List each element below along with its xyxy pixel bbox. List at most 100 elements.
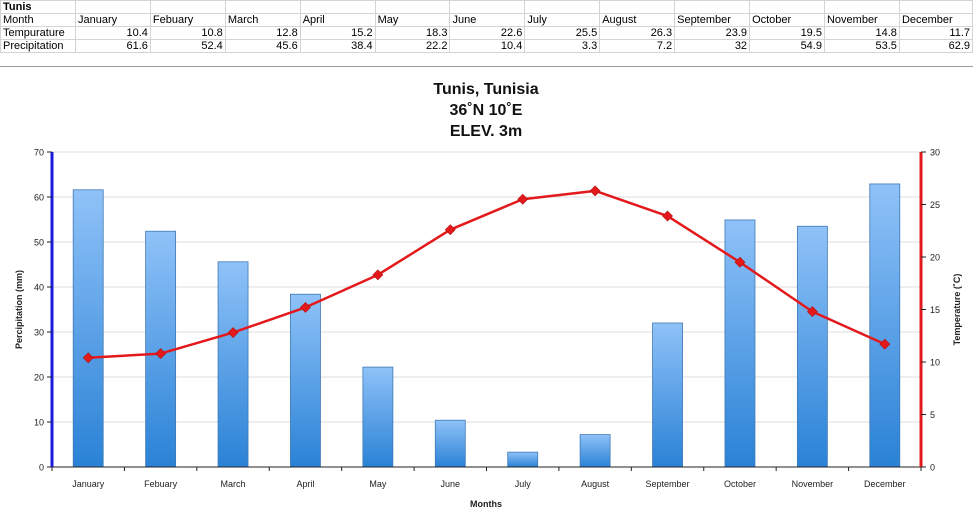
empty-cell[interactable] xyxy=(374,0,451,14)
temperature-cell[interactable]: 10.4 xyxy=(74,26,151,40)
precipitation-cell[interactable]: 45.6 xyxy=(224,39,301,53)
temperature-polyline xyxy=(88,189,886,360)
right-tick-label: 5 xyxy=(930,410,935,420)
temperature-marker xyxy=(444,224,456,236)
chart-object[interactable]: 0 10 20 30 40 50 60 70 0 5 10 15 20 25 30 January Febuar… xyxy=(0,66,973,520)
precipitation-cell[interactable]: 32 xyxy=(674,39,751,53)
temperature-cell[interactable]: 10.8 xyxy=(149,26,226,40)
precipitation-cell[interactable]: 7.2 xyxy=(599,39,676,53)
precipitation-bar xyxy=(434,419,466,468)
climate-chart: 0 10 20 30 40 50 60 70 0 5 10 15 20 25 30 January Febuar… xyxy=(14,81,962,509)
month-cell[interactable]: January xyxy=(74,13,151,27)
empty-cell[interactable] xyxy=(524,0,601,14)
month-cell[interactable]: April xyxy=(299,13,376,27)
right-axis-title: Temperature (˚C) xyxy=(952,274,962,346)
temperature-cell[interactable]: 11.7 xyxy=(898,26,973,40)
sheet-title[interactable]: Tunis xyxy=(0,0,76,14)
precipitation-bar xyxy=(579,434,611,468)
precipitation-bar xyxy=(362,366,394,468)
left-tick-label: 20 xyxy=(34,373,44,383)
temperature-marker xyxy=(372,269,384,281)
gridlines xyxy=(52,151,921,423)
month-cell[interactable]: Febuary xyxy=(149,13,226,27)
precipitation-cell[interactable]: 54.9 xyxy=(749,39,825,53)
month-cell[interactable]: November xyxy=(823,13,900,27)
temperature-cell[interactable]: 19.5 xyxy=(749,26,825,40)
x-tick-label: October xyxy=(724,479,756,489)
temperature-cell[interactable]: 18.3 xyxy=(374,26,451,40)
temperature-marker xyxy=(155,348,167,360)
empty-cell[interactable] xyxy=(898,0,973,14)
precipitation-cell[interactable]: 52.4 xyxy=(149,39,226,53)
x-tick-label: July xyxy=(515,479,532,489)
precipitation-row-label[interactable]: Precipitation xyxy=(0,39,76,53)
x-tick-label: November xyxy=(792,479,834,489)
temperature-marker xyxy=(82,352,94,364)
temperature-marker xyxy=(300,301,311,313)
empty-cell[interactable] xyxy=(749,0,825,14)
month-cell[interactable]: March xyxy=(224,13,301,27)
month-cell[interactable]: June xyxy=(449,13,526,27)
precipitation-cell[interactable]: 10.4 xyxy=(449,39,526,53)
x-axis-title: Months xyxy=(470,499,502,509)
temperature-cell[interactable]: 14.8 xyxy=(823,26,900,40)
temperature-marker xyxy=(227,327,239,339)
precipitation-bar xyxy=(217,261,249,468)
right-tick-label: 20 xyxy=(930,253,940,263)
month-cell[interactable]: October xyxy=(749,13,825,27)
temperature-cell[interactable]: 26.3 xyxy=(599,26,676,40)
temperature-marker xyxy=(879,338,891,350)
chart-labels: 0 10 20 30 40 50 60 70 0 5 10 15 20 25 30 January Febuar… xyxy=(14,81,962,509)
x-tick-label: September xyxy=(646,479,690,489)
empty-cell[interactable] xyxy=(674,0,751,14)
x-tick-label: March xyxy=(221,479,246,489)
chart-title-line: ELEV. 3m xyxy=(450,123,522,140)
month-cell[interactable]: August xyxy=(599,13,676,27)
temperature-marker xyxy=(806,306,818,318)
data-table: Tunis Month January Febuary March April … xyxy=(0,0,973,53)
temperature-cell[interactable]: 23.9 xyxy=(674,26,751,40)
empty-cell[interactable] xyxy=(449,0,526,14)
right-tick-label: 25 xyxy=(930,200,940,210)
left-tick-label: 30 xyxy=(34,328,44,338)
temperature-marker xyxy=(662,210,673,222)
precipitation-bar xyxy=(652,322,683,468)
empty-cell[interactable] xyxy=(224,0,301,14)
precipitation-cell[interactable]: 3.3 xyxy=(524,39,601,53)
temperature-row-label[interactable]: Tempurature xyxy=(0,26,76,40)
empty-cell[interactable] xyxy=(823,0,900,14)
right-tick-label: 15 xyxy=(930,305,940,315)
temperature-cell[interactable]: 15.2 xyxy=(299,26,376,40)
empty-cell[interactable] xyxy=(74,0,151,14)
month-row: Month January Febuary March April May Ju… xyxy=(0,13,973,27)
precipitation-bar xyxy=(507,451,539,468)
temperature-cell[interactable]: 12.8 xyxy=(224,26,301,40)
temperature-cell[interactable]: 25.5 xyxy=(524,26,601,40)
empty-cell[interactable] xyxy=(149,0,226,14)
temperature-marker xyxy=(734,256,746,268)
precipitation-cell[interactable]: 53.5 xyxy=(823,39,900,53)
left-tick-label: 10 xyxy=(34,418,44,428)
temperature-marker xyxy=(589,185,601,197)
empty-cell[interactable] xyxy=(299,0,376,14)
precipitation-bar xyxy=(796,225,828,468)
empty-cell[interactable] xyxy=(599,0,676,14)
month-cell[interactable]: May xyxy=(374,13,451,27)
precipitation-cell[interactable]: 22.2 xyxy=(374,39,451,53)
x-tick-label: January xyxy=(72,479,105,489)
precipitation-cell[interactable]: 62.9 xyxy=(898,39,973,53)
month-row-label[interactable]: Month xyxy=(0,13,76,27)
month-cell[interactable]: December xyxy=(898,13,973,27)
data-sheet: Tunis Month January Febuary March April … xyxy=(0,0,973,66)
chart-title-line: 36˚N 10˚E xyxy=(450,102,523,119)
month-cell[interactable]: September xyxy=(674,13,751,27)
precipitation-cell[interactable]: 38.4 xyxy=(299,39,376,53)
x-tick-label: June xyxy=(441,479,461,489)
right-tick-label: 30 xyxy=(930,148,940,158)
precipitation-cell[interactable]: 61.6 xyxy=(74,39,151,53)
precipitation-row: Precipitation 61.6 52.4 45.6 38.4 22.2 1… xyxy=(0,39,973,53)
temperature-cell[interactable]: 22.6 xyxy=(449,26,526,40)
precipitation-bar xyxy=(290,293,321,468)
month-cell[interactable]: July xyxy=(524,13,601,27)
left-tick-label: 70 xyxy=(34,148,44,158)
